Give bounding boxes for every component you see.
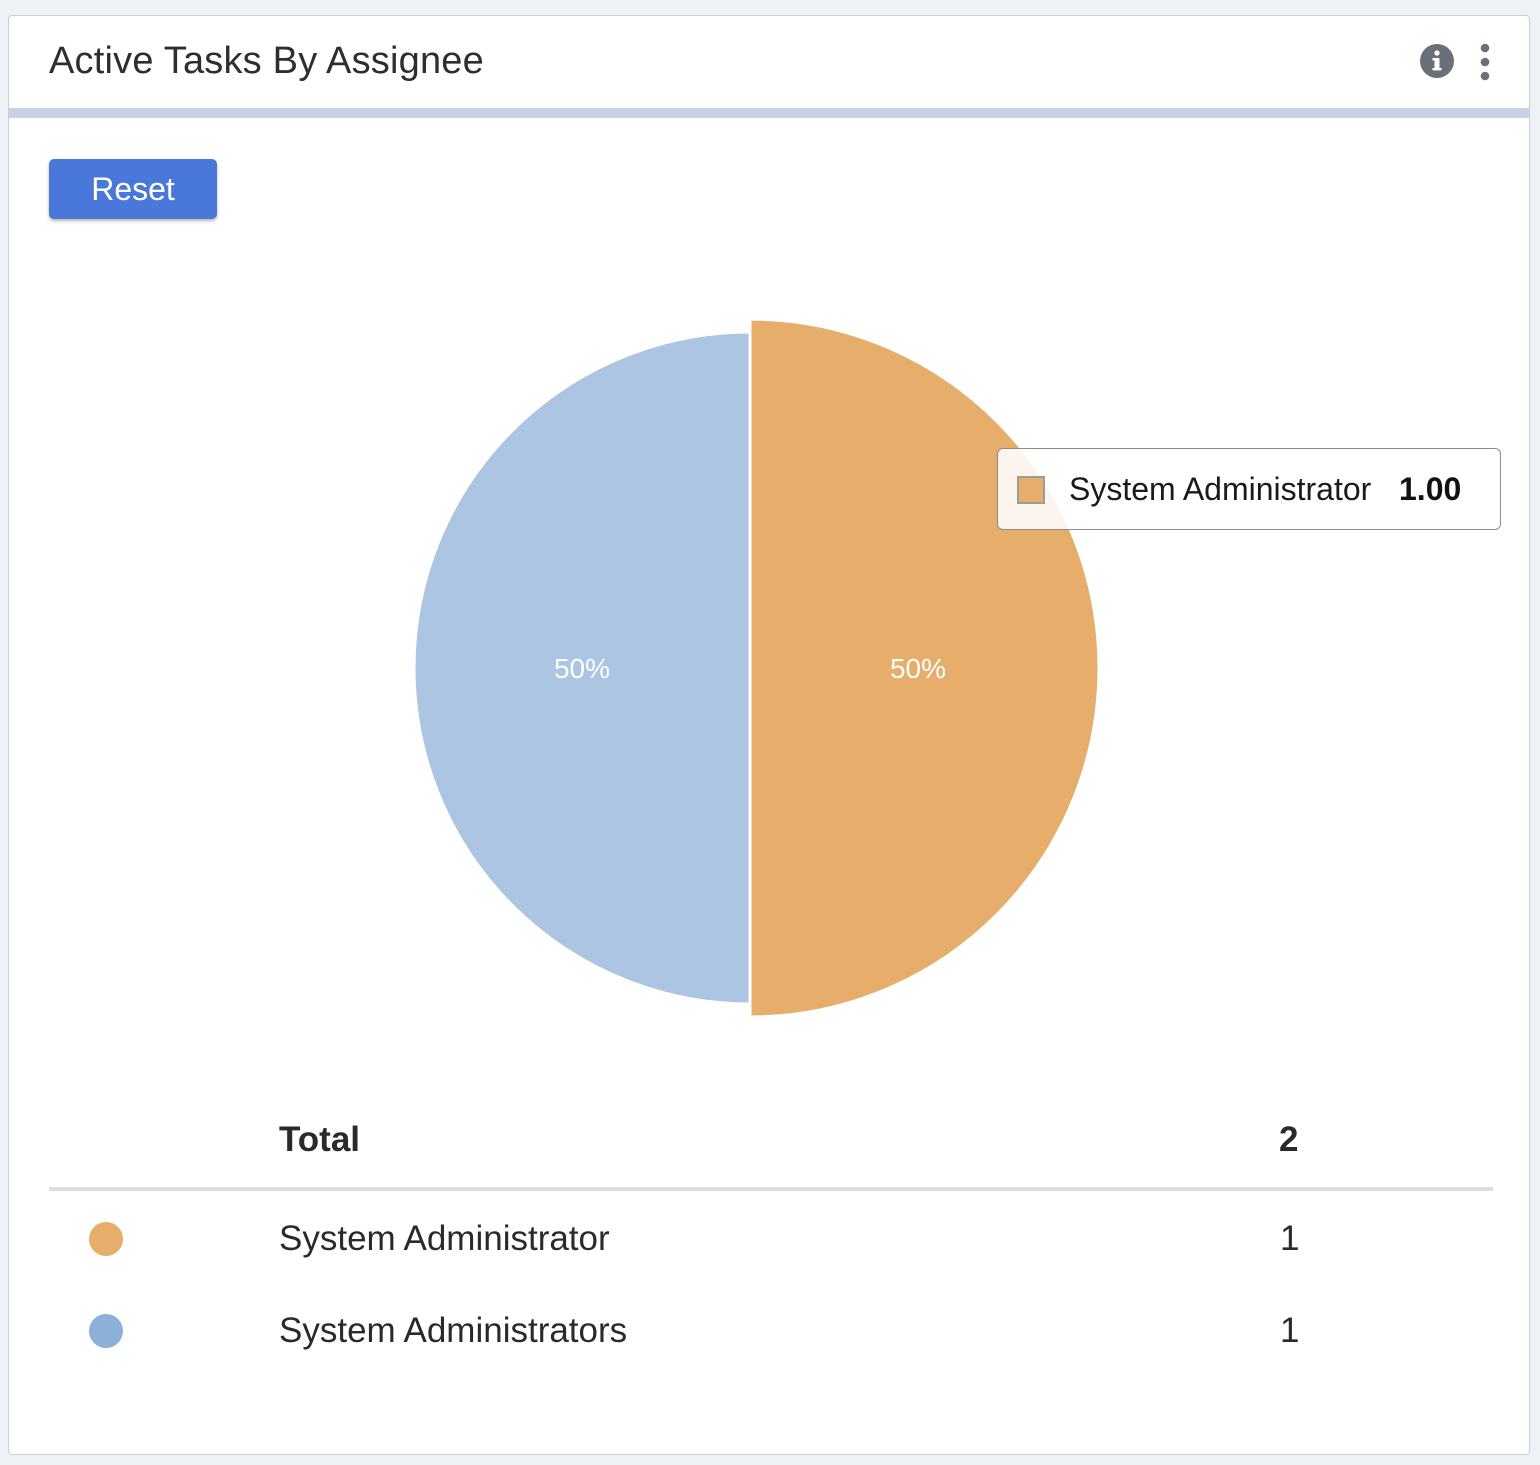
legend-name: System Administrator: [279, 1219, 610, 1258]
legend-dot: [89, 1314, 123, 1348]
legend-value: 1: [1280, 1311, 1300, 1350]
total-label: Total: [279, 1120, 361, 1159]
widget-card: Active Tasks By Assignee Reset 50% 50% Sy…: [8, 15, 1530, 1455]
widget-header: Active Tasks By Assignee: [9, 16, 1529, 118]
reset-button[interactable]: Reset: [49, 159, 217, 219]
chart-tooltip: System Administrator 1.00: [997, 448, 1501, 530]
info-icon[interactable]: [1419, 43, 1455, 79]
total-value: 2: [1279, 1120, 1299, 1159]
tooltip-swatch: [1017, 476, 1045, 504]
legend-name: System Administrators: [279, 1311, 628, 1350]
legend-dot: [89, 1222, 123, 1256]
widget-title: Active Tasks By Assignee: [49, 40, 484, 82]
pie-chart: 50% 50%: [412, 317, 1101, 1019]
divider: [49, 1187, 1493, 1191]
kebab-menu-icon[interactable]: [1475, 43, 1495, 81]
slice-percent-label: 50%: [554, 653, 610, 684]
legend-row[interactable]: System Administrators 1: [49, 1301, 1493, 1361]
pie-slice[interactable]: [412, 330, 752, 1006]
slice-percent-label: 50%: [890, 653, 946, 684]
legend-row[interactable]: System Administrator 1: [49, 1209, 1493, 1269]
tooltip-value: 1.00: [1399, 471, 1462, 507]
tooltip-series-name: System Administrator: [1069, 471, 1372, 507]
legend-value: 1: [1280, 1219, 1300, 1258]
